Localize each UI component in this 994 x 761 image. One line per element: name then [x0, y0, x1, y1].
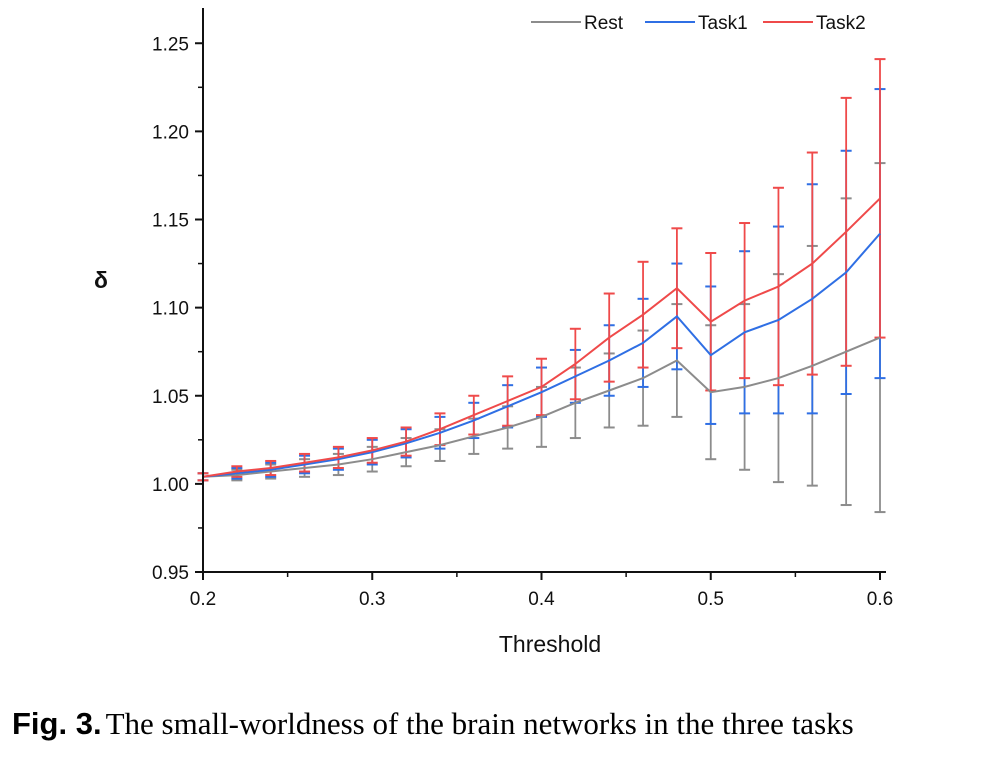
caption-text: The small-worldness of the brain network…: [105, 706, 854, 741]
y-tick-label: 1.20: [152, 122, 189, 143]
y-tick-label: 1.05: [152, 387, 189, 408]
y-tick-label: 1.15: [152, 211, 189, 232]
legend-label-task2: Task2: [816, 13, 866, 34]
y-tick-label: 1.25: [152, 34, 189, 55]
x-tick-label: 0.4: [528, 589, 555, 610]
x-tick-label: 0.3: [359, 589, 385, 610]
error-bars: [197, 58, 886, 514]
x-tick-label: 0.6: [867, 589, 893, 610]
x-axis-label: Threshold: [499, 631, 601, 657]
y-tick-label: 0.95: [152, 563, 189, 584]
y-axis-label: δ: [94, 267, 108, 293]
y-tick-label: 1.00: [152, 475, 189, 496]
task1-series-line: [202, 232, 881, 478]
legend-label-rest: Rest: [584, 13, 624, 34]
task2-series-line: [202, 197, 881, 478]
y-ticks: 0.95 1.00 1.05 1.10 1.15 1.20 1.25: [152, 34, 203, 584]
figure-caption: Fig. 3. The small-worldness of the brain…: [12, 706, 992, 742]
axes: [202, 8, 886, 573]
x-ticks: 0.2 0.3 0.4 0.5 0.6: [190, 572, 893, 610]
rest-series-line: [202, 336, 881, 478]
x-tick-label: 0.2: [190, 589, 216, 610]
x-tick-label: 0.5: [698, 589, 724, 610]
y-tick-label: 1.10: [152, 299, 189, 320]
legend: Rest Task1 Task2: [531, 13, 866, 34]
legend-label-task1: Task1: [698, 13, 748, 34]
chart-canvas: 0.951.001.051.101.151.201.25 0.2 0.3 0.4 0.…: [94, 8, 893, 657]
series-lines: [202, 197, 881, 478]
caption-label: Fig. 3.: [12, 706, 102, 741]
